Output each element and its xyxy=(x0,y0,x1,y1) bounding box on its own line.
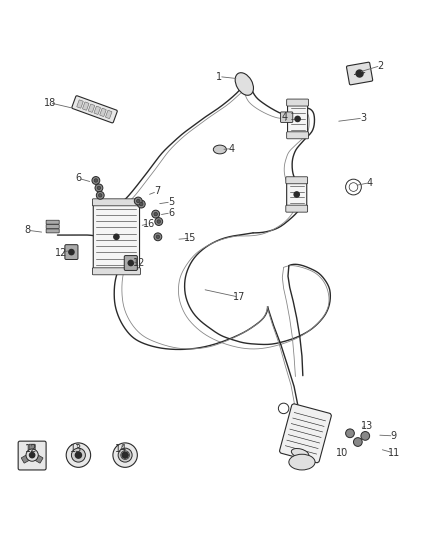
Text: 9: 9 xyxy=(391,431,397,441)
FancyBboxPatch shape xyxy=(21,454,32,463)
Circle shape xyxy=(155,217,162,225)
FancyBboxPatch shape xyxy=(287,132,308,139)
Circle shape xyxy=(353,438,362,446)
Circle shape xyxy=(295,116,300,122)
Text: 13: 13 xyxy=(70,444,82,454)
FancyBboxPatch shape xyxy=(346,62,373,85)
Circle shape xyxy=(140,203,143,206)
Circle shape xyxy=(154,233,162,241)
FancyBboxPatch shape xyxy=(46,220,59,224)
FancyBboxPatch shape xyxy=(92,199,141,206)
FancyBboxPatch shape xyxy=(92,268,141,275)
Ellipse shape xyxy=(289,454,315,470)
Circle shape xyxy=(113,443,138,467)
Circle shape xyxy=(356,70,363,77)
Text: 16: 16 xyxy=(143,219,155,229)
Circle shape xyxy=(92,176,100,184)
Text: 1: 1 xyxy=(216,71,222,82)
FancyBboxPatch shape xyxy=(46,224,59,229)
Text: 12: 12 xyxy=(133,259,146,269)
FancyBboxPatch shape xyxy=(29,444,35,453)
Circle shape xyxy=(137,199,140,203)
Text: 6: 6 xyxy=(168,208,174,218)
FancyBboxPatch shape xyxy=(124,256,138,270)
Circle shape xyxy=(118,448,132,462)
Text: 18: 18 xyxy=(43,98,56,108)
FancyBboxPatch shape xyxy=(286,205,307,212)
FancyBboxPatch shape xyxy=(288,101,307,137)
Text: 12: 12 xyxy=(25,444,37,454)
Circle shape xyxy=(66,443,91,467)
Text: 15: 15 xyxy=(184,233,197,243)
Circle shape xyxy=(138,200,145,208)
FancyBboxPatch shape xyxy=(72,96,117,123)
FancyBboxPatch shape xyxy=(93,200,140,273)
Circle shape xyxy=(294,192,299,197)
Circle shape xyxy=(361,432,370,440)
Circle shape xyxy=(122,452,128,458)
Text: 14: 14 xyxy=(115,444,127,454)
FancyBboxPatch shape xyxy=(94,106,100,115)
Text: 6: 6 xyxy=(75,173,81,183)
Circle shape xyxy=(69,249,74,255)
Text: 4: 4 xyxy=(367,177,373,188)
Text: 13: 13 xyxy=(361,421,374,431)
FancyBboxPatch shape xyxy=(46,229,59,233)
Circle shape xyxy=(95,184,103,192)
Text: 5: 5 xyxy=(168,197,174,207)
FancyBboxPatch shape xyxy=(82,102,89,110)
Ellipse shape xyxy=(291,448,309,458)
FancyBboxPatch shape xyxy=(88,104,95,112)
FancyBboxPatch shape xyxy=(77,100,83,108)
FancyBboxPatch shape xyxy=(287,99,308,106)
Text: 3: 3 xyxy=(360,113,366,123)
FancyBboxPatch shape xyxy=(279,404,331,463)
Ellipse shape xyxy=(235,72,254,95)
Circle shape xyxy=(26,449,38,461)
Text: 17: 17 xyxy=(233,292,245,302)
Circle shape xyxy=(134,197,142,205)
FancyBboxPatch shape xyxy=(33,454,43,463)
Text: 8: 8 xyxy=(25,225,31,235)
Circle shape xyxy=(152,210,159,218)
Circle shape xyxy=(99,193,102,197)
Circle shape xyxy=(156,235,159,239)
Circle shape xyxy=(128,261,134,265)
Text: 7: 7 xyxy=(154,187,160,196)
FancyBboxPatch shape xyxy=(287,179,307,211)
FancyBboxPatch shape xyxy=(281,112,293,123)
Circle shape xyxy=(94,179,98,182)
Text: 11: 11 xyxy=(388,448,400,458)
Ellipse shape xyxy=(213,145,226,154)
Circle shape xyxy=(96,191,104,199)
Text: 10: 10 xyxy=(336,448,348,458)
Circle shape xyxy=(71,448,85,462)
Text: 2: 2 xyxy=(378,61,384,71)
Circle shape xyxy=(114,234,119,239)
Text: 4: 4 xyxy=(282,112,288,122)
FancyBboxPatch shape xyxy=(286,177,307,184)
FancyBboxPatch shape xyxy=(100,108,106,117)
Text: 12: 12 xyxy=(55,247,67,257)
FancyBboxPatch shape xyxy=(65,245,78,260)
Circle shape xyxy=(29,453,35,458)
FancyBboxPatch shape xyxy=(106,110,112,119)
Circle shape xyxy=(75,452,81,458)
Circle shape xyxy=(157,220,160,223)
Circle shape xyxy=(346,429,354,438)
Circle shape xyxy=(97,186,101,190)
FancyBboxPatch shape xyxy=(18,441,46,470)
Text: 4: 4 xyxy=(229,143,235,154)
Circle shape xyxy=(154,212,157,216)
